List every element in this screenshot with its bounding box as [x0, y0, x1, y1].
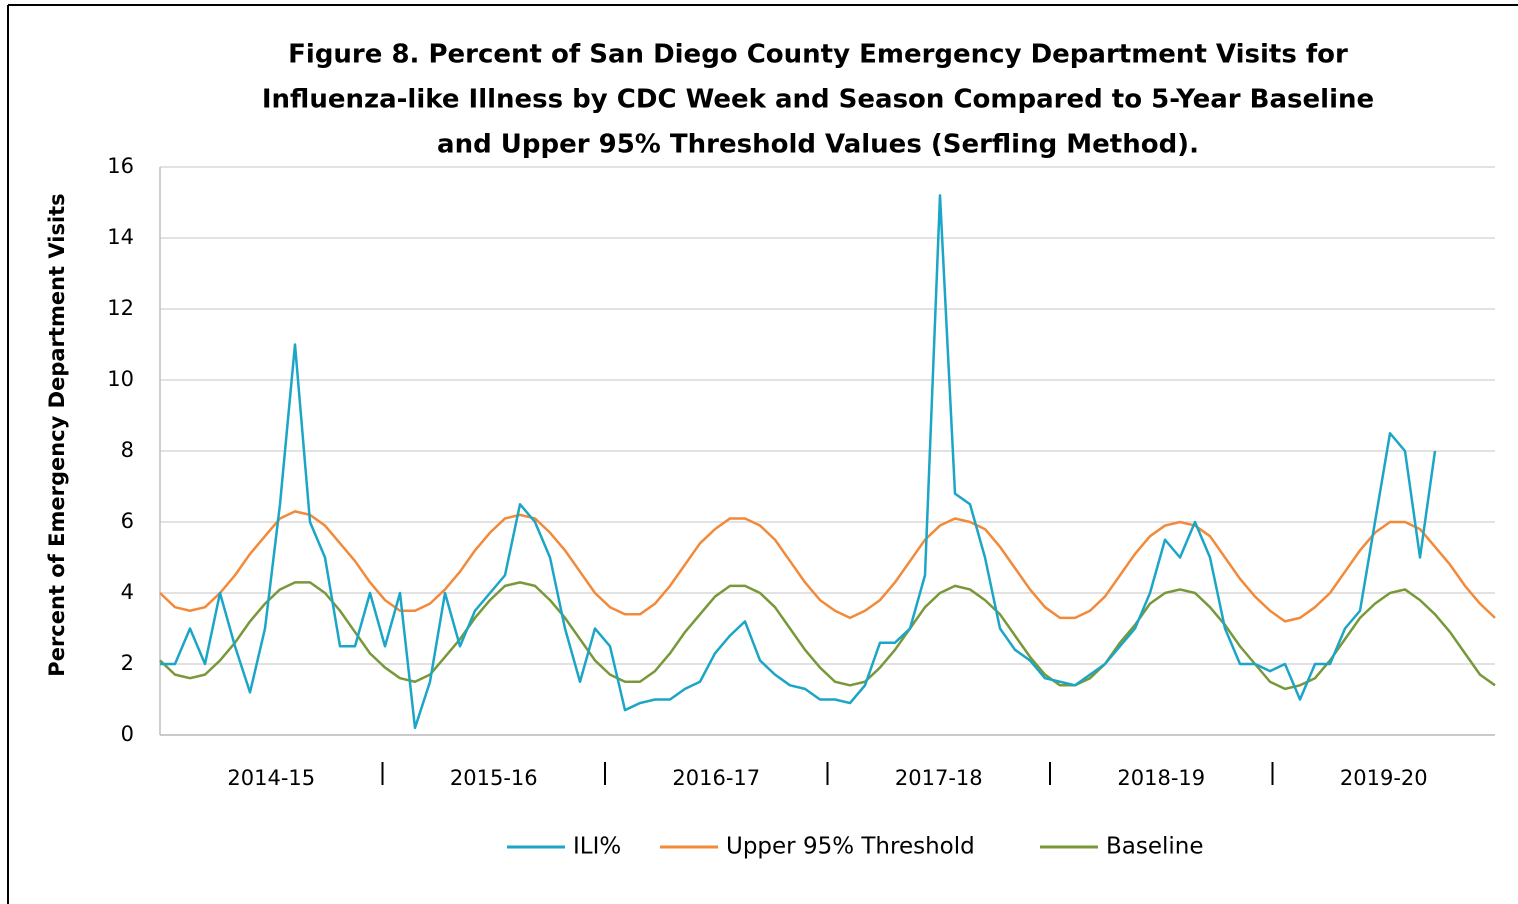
y-axis-title: Percent of Emergency Department Visits [45, 193, 69, 676]
season-label: 2015-16 [450, 766, 538, 790]
season-label: 2017-18 [895, 766, 983, 790]
legend-label: ILI% [573, 834, 621, 860]
season-label: 2019-20 [1340, 766, 1428, 790]
y-tick-label: 0 [121, 722, 134, 746]
series-line [160, 194, 1437, 730]
season-label: 2014-15 [227, 766, 315, 790]
y-tick-label: 4 [121, 580, 134, 604]
series-line [159, 581, 1496, 691]
chart-title: and Upper 95% Threshold Values (Serfling… [437, 130, 1199, 160]
legend-label: Baseline [1106, 834, 1204, 860]
season-label: 2018-19 [1117, 766, 1205, 790]
series-line [159, 510, 1496, 623]
y-tick-label: 8 [121, 438, 134, 462]
y-tick-label: 12 [107, 296, 134, 320]
y-tick-label: 14 [107, 225, 134, 249]
season-label: 2016-17 [672, 766, 760, 790]
chart-title: Figure 8. Percent of San Diego County Em… [288, 40, 1348, 70]
y-tick-label: 16 [107, 154, 134, 178]
legend-label: Upper 95% Threshold [726, 834, 975, 860]
y-tick-label: 6 [121, 509, 134, 533]
y-tick-label: 2 [121, 651, 134, 675]
y-tick-label: 10 [107, 367, 134, 391]
chart-title: Influenza-like Illness by CDC Week and S… [262, 85, 1374, 115]
